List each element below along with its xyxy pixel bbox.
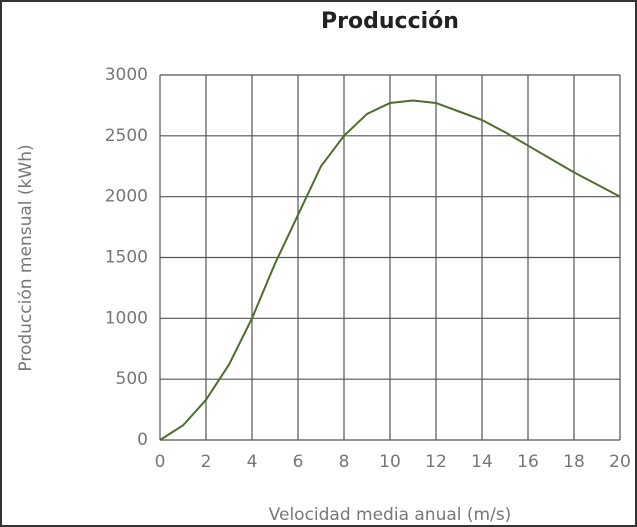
- x-tick-label: 6: [293, 452, 304, 472]
- x-axis-label: Velocidad media anual (m/s): [269, 505, 512, 525]
- y-tick-label: 1000: [105, 308, 148, 328]
- x-tick-label: 0: [155, 452, 166, 472]
- chart-title: Producción: [321, 9, 459, 34]
- x-tick-label: 14: [471, 452, 493, 472]
- line-series: [159, 99, 621, 441]
- x-tick-label: 8: [339, 452, 350, 472]
- x-tick-label: 2: [201, 452, 212, 472]
- x-tick-label: 16: [517, 452, 539, 472]
- y-tick-label: 1500: [105, 248, 148, 268]
- x-tick-label: 4: [247, 452, 258, 472]
- x-tick-label: 20: [609, 452, 631, 472]
- y-tick-label: 500: [116, 369, 148, 389]
- x-tick-label: 18: [563, 452, 585, 472]
- y-tick-label: 0: [137, 430, 148, 450]
- x-tick-label: 12: [425, 452, 447, 472]
- y-axis-label: Producción mensual (kWh): [16, 144, 36, 371]
- y-tick-label: 2000: [105, 187, 148, 207]
- y-tick-label: 2500: [105, 126, 148, 146]
- y-tick-label: 3000: [105, 65, 148, 85]
- x-tick-label: 10: [379, 452, 401, 472]
